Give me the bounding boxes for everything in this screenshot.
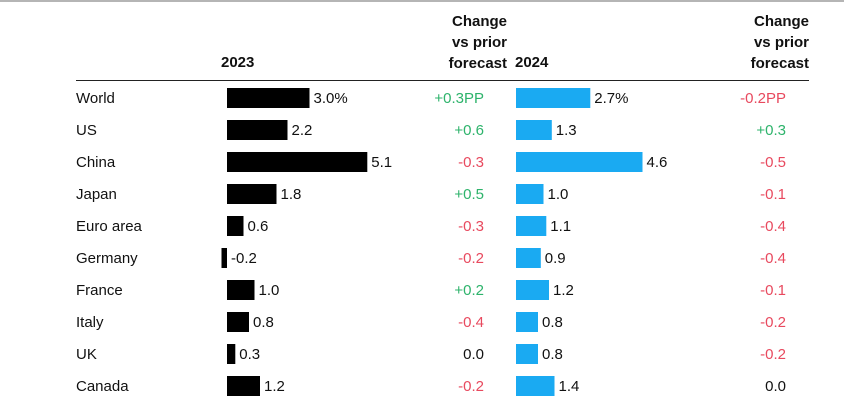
bar-value-label: 5.1 [371, 154, 392, 171]
bar-value-label: 1.0 [259, 282, 280, 299]
change-value: -0.1 [760, 186, 786, 203]
bar-value-label: 0.9 [545, 250, 566, 267]
change-value: -0.1 [760, 282, 786, 299]
header-rule [76, 80, 809, 81]
header-change-line3: forecast [750, 55, 809, 72]
change-value: -0.2PP [740, 90, 786, 107]
bar-2024 [516, 152, 643, 172]
header-change-2023: Change vs prior forecast [387, 11, 507, 74]
bar-2023 [221, 248, 227, 268]
bar-value-label: 0.6 [248, 218, 269, 235]
country-label: Italy [76, 314, 104, 331]
country-label: World [76, 90, 115, 107]
bar-value-label: 4.6 [647, 154, 668, 171]
bar-value-label: 1.2 [264, 378, 285, 395]
bar-value-label: 2.2 [292, 122, 313, 139]
change-value: +0.2 [454, 282, 484, 299]
bar-2024 [516, 184, 544, 204]
bar-value-label: 3.0% [314, 90, 348, 107]
bar-2023 [227, 376, 260, 396]
bar-value-label: 1.4 [559, 378, 580, 395]
bar-2023 [227, 216, 244, 236]
bar-2024 [516, 216, 547, 236]
change-value: -0.4 [760, 250, 786, 267]
change-value: 0.0 [765, 378, 786, 395]
bar-2024 [516, 376, 555, 396]
bar-value-label: 2.7% [594, 90, 628, 107]
country-label: France [76, 282, 123, 299]
header-change-line1: Change [753, 13, 809, 30]
country-label: Germany [76, 250, 138, 267]
change-value: -0.2 [760, 346, 786, 363]
bar-value-label: 1.1 [550, 218, 571, 235]
bar-value-label: 0.8 [542, 346, 563, 363]
bar-2024 [516, 312, 538, 332]
change-value: -0.2 [458, 250, 484, 267]
bar-value-label: 0.8 [542, 314, 563, 331]
change-value: -0.2 [458, 378, 484, 395]
bar-2023 [227, 152, 368, 172]
bar-2023 [227, 312, 249, 332]
change-value: +0.3 [756, 122, 786, 139]
bar-value-label: 0.3 [239, 346, 260, 363]
header-change-line2: vs prior [451, 34, 507, 51]
bar-2024 [516, 344, 538, 364]
header-2023: 2023 [221, 54, 255, 71]
change-value: +0.6 [454, 122, 484, 139]
top-border [0, 0, 844, 2]
bar-2024 [516, 280, 549, 300]
header-change-line1: Change [451, 13, 507, 30]
bar-2024 [516, 88, 591, 108]
bar-2023 [227, 280, 255, 300]
bar-2024 [516, 120, 552, 140]
bar-value-label: 1.0 [548, 186, 569, 203]
bar-value-label: 1.2 [553, 282, 574, 299]
change-value: -0.2 [760, 314, 786, 331]
country-label: Euro area [76, 218, 143, 235]
country-label: China [76, 154, 116, 171]
header-2024: 2024 [515, 54, 549, 71]
bar-2023 [227, 88, 310, 108]
change-value: -0.4 [458, 314, 484, 331]
bar-value-label: 0.8 [253, 314, 274, 331]
country-label: US [76, 122, 97, 139]
change-value: -0.3 [458, 218, 484, 235]
country-label: Japan [76, 186, 117, 203]
bar-value-label: 1.8 [281, 186, 302, 203]
bar-2023 [227, 120, 288, 140]
bar-2024 [516, 248, 541, 268]
change-value: +0.5 [454, 186, 484, 203]
change-value: 0.0 [463, 346, 484, 363]
change-value: -0.3 [458, 154, 484, 171]
header-change-line2: vs prior [753, 34, 809, 51]
bar-2023 [227, 344, 236, 364]
bar-2023 [227, 184, 277, 204]
country-label: UK [76, 346, 97, 363]
country-label: Canada [76, 378, 129, 395]
bar-value-label: 1.3 [556, 122, 577, 139]
header-change-line3: forecast [448, 55, 507, 72]
change-value: +0.3PP [434, 90, 484, 107]
header-change-2024: Change vs prior forecast [689, 11, 809, 74]
change-value: -0.4 [760, 218, 786, 235]
bar-value-label: -0.2 [231, 250, 257, 267]
change-value: -0.5 [760, 154, 786, 171]
